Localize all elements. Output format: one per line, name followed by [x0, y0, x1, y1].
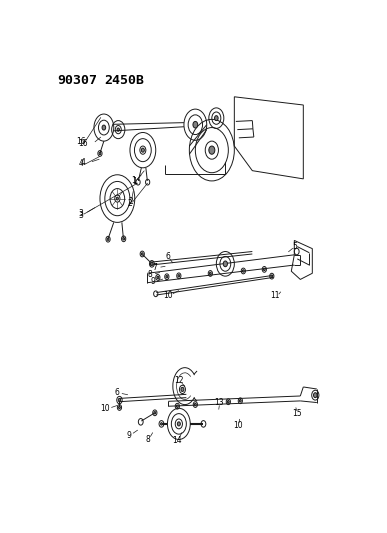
Text: 2: 2 — [128, 199, 132, 208]
Text: 9: 9 — [126, 431, 131, 440]
Circle shape — [107, 238, 109, 240]
Text: 15: 15 — [293, 409, 302, 418]
Circle shape — [123, 238, 125, 240]
Circle shape — [264, 268, 265, 271]
Text: 5: 5 — [292, 242, 297, 251]
Circle shape — [141, 253, 143, 255]
Circle shape — [209, 272, 211, 274]
Text: 8: 8 — [147, 270, 152, 279]
Text: 14: 14 — [173, 436, 182, 445]
Text: 9: 9 — [150, 277, 155, 286]
Text: 7: 7 — [152, 263, 157, 272]
Circle shape — [141, 148, 144, 152]
Circle shape — [209, 146, 215, 154]
Circle shape — [102, 125, 106, 130]
Circle shape — [118, 406, 120, 409]
Circle shape — [157, 276, 159, 279]
Text: 3: 3 — [78, 209, 83, 218]
Text: 2450B: 2450B — [104, 74, 144, 87]
Circle shape — [176, 405, 178, 407]
Circle shape — [118, 399, 121, 402]
Circle shape — [154, 411, 156, 414]
Circle shape — [193, 122, 198, 128]
Circle shape — [181, 387, 184, 391]
Text: 6: 6 — [166, 252, 171, 261]
Text: 16: 16 — [76, 138, 86, 147]
Circle shape — [313, 393, 317, 398]
Text: 10: 10 — [164, 290, 173, 300]
Text: 11: 11 — [270, 292, 279, 300]
Circle shape — [116, 197, 118, 200]
Text: 13: 13 — [214, 398, 224, 407]
Text: 6: 6 — [114, 388, 119, 397]
Circle shape — [228, 400, 229, 403]
Text: 4: 4 — [78, 159, 83, 168]
Circle shape — [166, 276, 168, 278]
Circle shape — [271, 275, 273, 277]
Text: 4: 4 — [80, 158, 85, 167]
Circle shape — [177, 422, 180, 426]
Text: 16: 16 — [78, 140, 88, 149]
Text: 12: 12 — [174, 376, 183, 385]
Circle shape — [223, 261, 228, 266]
Circle shape — [151, 262, 153, 265]
Circle shape — [194, 403, 196, 406]
Circle shape — [178, 274, 180, 277]
Circle shape — [99, 152, 101, 155]
Text: 10: 10 — [101, 404, 110, 413]
Text: 10: 10 — [233, 422, 243, 431]
Text: 3: 3 — [78, 211, 83, 220]
Text: 8: 8 — [146, 435, 150, 444]
Text: 2: 2 — [128, 197, 133, 206]
Circle shape — [161, 423, 163, 425]
Text: 90307: 90307 — [57, 74, 98, 87]
Circle shape — [242, 270, 244, 272]
Circle shape — [117, 128, 120, 131]
Text: 1: 1 — [132, 176, 136, 185]
Circle shape — [240, 400, 241, 402]
Text: 1: 1 — [132, 177, 137, 186]
Circle shape — [214, 116, 218, 120]
